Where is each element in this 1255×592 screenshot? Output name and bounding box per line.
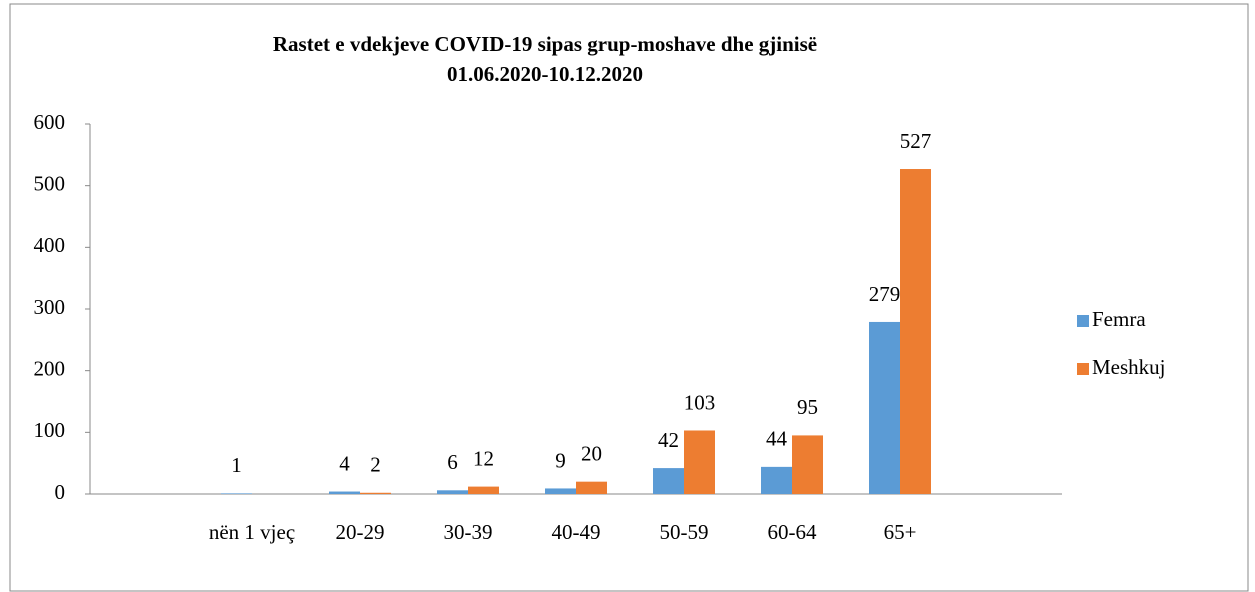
legend-swatch — [1077, 363, 1089, 375]
data-label: 279 — [869, 282, 901, 306]
y-tick-label: 0 — [55, 480, 66, 504]
bar — [437, 490, 468, 494]
data-label: 20 — [581, 441, 602, 465]
chart-border — [9, 3, 1249, 592]
x-tick-label: 65+ — [883, 520, 917, 544]
y-tick-label: 100 — [34, 418, 66, 442]
x-tick-label: 60-64 — [767, 520, 817, 544]
data-label: 2 — [370, 453, 381, 477]
x-tick-label: 40-49 — [551, 520, 601, 544]
x-tick-label: 30-39 — [443, 520, 493, 544]
legend-label: Meshkuj — [1092, 355, 1166, 379]
data-label: 12 — [473, 446, 494, 470]
x-tick-label: 20-29 — [335, 520, 385, 544]
y-tick-label: 300 — [34, 295, 66, 319]
legend-label: Femra — [1092, 307, 1146, 331]
data-label: 42 — [658, 428, 679, 452]
bar — [360, 492, 391, 494]
bar — [221, 493, 252, 494]
data-label: 9 — [555, 448, 566, 472]
data-label: 1 — [231, 453, 242, 477]
bar — [329, 491, 360, 494]
bar — [792, 435, 823, 494]
chart-title: Rastet e vdekjeve COVID-19 sipas grup-mo… — [273, 32, 817, 56]
y-tick-label: 400 — [34, 233, 66, 257]
bar — [900, 169, 931, 494]
data-label: 95 — [797, 395, 818, 419]
x-tick-label: 50-59 — [659, 520, 709, 544]
chart-subtitle: 01.06.2020-10.12.2020 — [447, 62, 643, 86]
x-tick-label: nën 1 vjeç — [208, 520, 296, 544]
bar — [468, 486, 499, 494]
bar — [545, 488, 576, 494]
bar — [576, 481, 607, 494]
data-label: 103 — [684, 390, 716, 414]
data-label: 4 — [339, 451, 350, 475]
bar — [869, 321, 900, 494]
data-label: 6 — [447, 450, 458, 474]
y-tick-label: 200 — [34, 356, 66, 380]
y-tick-label: 500 — [34, 171, 66, 195]
bar — [684, 430, 715, 494]
data-label: 44 — [766, 427, 788, 451]
data-label: 527 — [900, 129, 932, 153]
legend-swatch — [1077, 315, 1089, 327]
bar — [653, 468, 684, 494]
bar — [761, 466, 792, 494]
y-tick-label: 600 — [34, 110, 66, 134]
